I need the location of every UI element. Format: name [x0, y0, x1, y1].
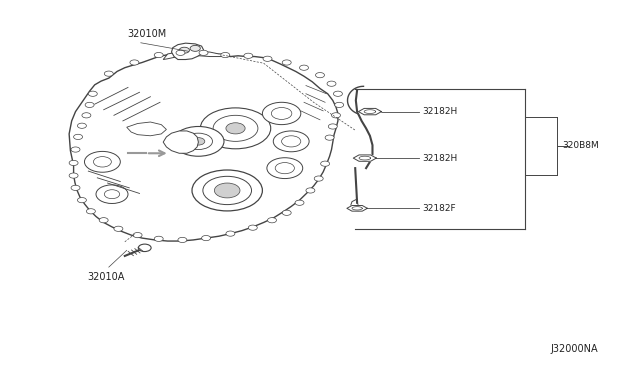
- Circle shape: [74, 134, 83, 140]
- Circle shape: [200, 108, 271, 149]
- Circle shape: [178, 237, 187, 243]
- Circle shape: [86, 209, 95, 214]
- Circle shape: [190, 45, 200, 51]
- Circle shape: [71, 185, 80, 190]
- Circle shape: [273, 131, 309, 152]
- Polygon shape: [172, 43, 204, 60]
- Circle shape: [316, 73, 324, 78]
- Circle shape: [268, 218, 276, 223]
- Circle shape: [192, 170, 262, 211]
- Circle shape: [104, 71, 113, 76]
- Circle shape: [332, 113, 340, 118]
- Circle shape: [214, 183, 240, 198]
- Circle shape: [226, 123, 245, 134]
- Circle shape: [199, 50, 208, 55]
- Circle shape: [130, 60, 139, 65]
- Circle shape: [244, 53, 253, 58]
- Text: 32182H: 32182H: [422, 154, 458, 163]
- Circle shape: [179, 47, 189, 53]
- Polygon shape: [127, 122, 166, 136]
- Text: 320B8M: 320B8M: [562, 141, 598, 150]
- Polygon shape: [163, 131, 198, 153]
- Circle shape: [99, 218, 108, 223]
- Circle shape: [96, 185, 128, 203]
- Text: 32010M: 32010M: [127, 29, 167, 39]
- Circle shape: [138, 244, 151, 251]
- Circle shape: [77, 198, 86, 203]
- Circle shape: [282, 210, 291, 215]
- Polygon shape: [347, 205, 367, 211]
- Circle shape: [267, 158, 303, 179]
- Circle shape: [321, 161, 330, 166]
- Polygon shape: [358, 108, 381, 115]
- Circle shape: [82, 113, 91, 118]
- Circle shape: [221, 52, 230, 58]
- Circle shape: [154, 236, 163, 241]
- Circle shape: [85, 102, 94, 108]
- Circle shape: [226, 231, 235, 236]
- Circle shape: [262, 102, 301, 125]
- Polygon shape: [353, 155, 376, 161]
- Circle shape: [77, 123, 86, 128]
- Circle shape: [173, 126, 224, 156]
- Polygon shape: [69, 53, 338, 241]
- Circle shape: [333, 91, 342, 96]
- Circle shape: [69, 160, 78, 166]
- Circle shape: [328, 124, 337, 129]
- Circle shape: [176, 50, 185, 55]
- Circle shape: [263, 56, 272, 61]
- Text: 32182F: 32182F: [422, 204, 456, 213]
- Circle shape: [314, 176, 323, 181]
- Circle shape: [327, 81, 336, 86]
- Polygon shape: [163, 51, 230, 60]
- Circle shape: [154, 52, 163, 58]
- Circle shape: [335, 102, 344, 108]
- Circle shape: [133, 232, 142, 238]
- Text: J32000NA: J32000NA: [551, 344, 598, 354]
- Circle shape: [306, 188, 315, 193]
- Circle shape: [282, 60, 291, 65]
- Circle shape: [295, 200, 304, 205]
- Circle shape: [71, 147, 80, 152]
- Polygon shape: [351, 199, 365, 211]
- Circle shape: [300, 65, 308, 70]
- Circle shape: [84, 151, 120, 172]
- Circle shape: [192, 138, 205, 145]
- Circle shape: [88, 91, 97, 96]
- Circle shape: [202, 235, 211, 241]
- Circle shape: [248, 225, 257, 230]
- Circle shape: [69, 173, 78, 178]
- Text: 32010A: 32010A: [87, 272, 124, 282]
- Text: 32182H: 32182H: [422, 107, 458, 116]
- Circle shape: [114, 226, 123, 231]
- Circle shape: [325, 135, 334, 140]
